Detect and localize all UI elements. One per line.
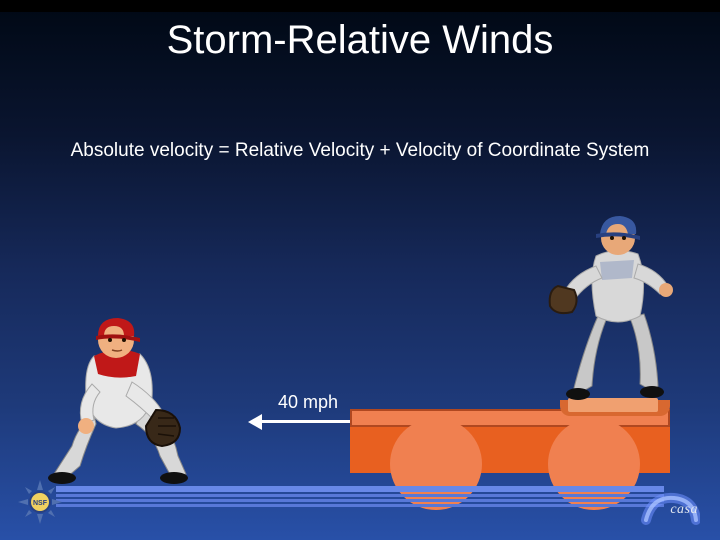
velocity-arrow-head [248, 414, 262, 430]
casa-label: casa [670, 502, 698, 518]
pitcher-figure [540, 208, 690, 408]
speed-label: 40 mph [278, 392, 338, 413]
equation-text: Absolute velocity = Relative Velocity + … [0, 140, 720, 162]
slide-title: Storm-Relative Winds [0, 18, 720, 63]
fielder-figure [36, 306, 196, 486]
footer-stripes [56, 494, 664, 509]
nsf-text: NSF [33, 500, 48, 507]
velocity-arrow [260, 420, 350, 423]
slide: Storm-Relative Winds Absolute velocity =… [0, 0, 720, 540]
nsf-logo: NSF [18, 480, 62, 524]
top-strip [0, 0, 720, 12]
